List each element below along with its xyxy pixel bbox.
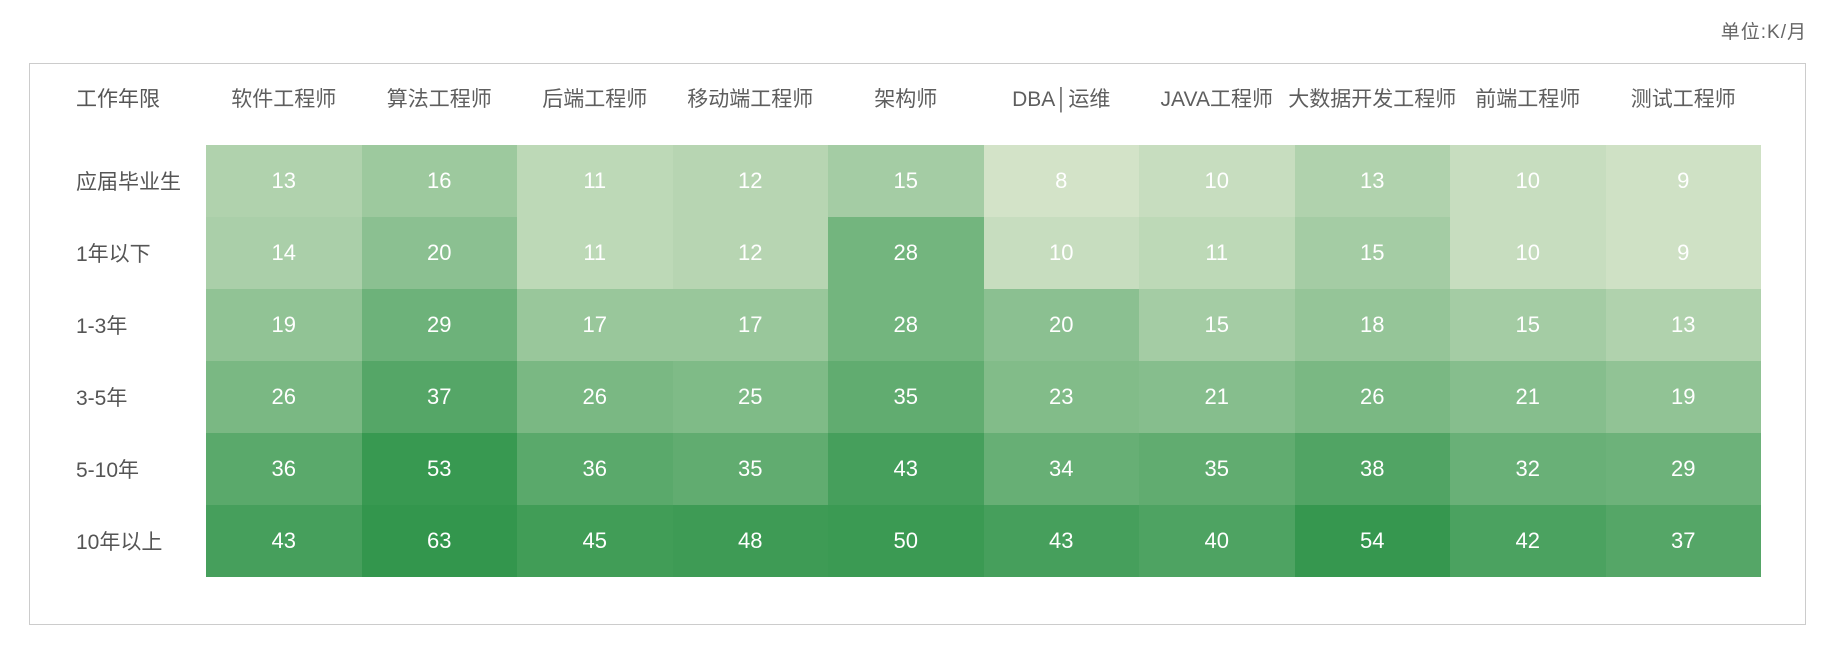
heatmap-cell: 29: [361, 289, 517, 361]
heatmap-cell: 17: [517, 289, 673, 361]
heatmap-cell: 28: [828, 289, 984, 361]
heatmap-cell: 42: [1450, 505, 1606, 577]
heatmap-cell: 43: [828, 433, 984, 505]
heatmap-cell: 36: [206, 433, 362, 505]
heatmap-cell: 15: [1294, 217, 1450, 289]
heatmap-cell: 63: [361, 505, 517, 577]
heatmap-cell: 10: [1450, 217, 1606, 289]
heatmap-cell: 53: [361, 433, 517, 505]
heatmap-cell: 9: [1605, 217, 1761, 289]
heatmap-cell: 11: [1139, 217, 1295, 289]
row-label-0: 应届毕业生: [76, 171, 181, 194]
heatmap-cell: 40: [1139, 505, 1295, 577]
column-header-3: 移动端工程师: [687, 87, 814, 111]
column-header-0: 软件工程师: [231, 87, 337, 111]
heatmap-cell: 29: [1605, 433, 1761, 505]
column-header-5: DBA│运维: [1012, 87, 1111, 111]
heatmap-cell: 32: [1450, 433, 1606, 505]
heatmap-cell: 13: [1605, 289, 1761, 361]
heatmap-cell: 9: [1605, 145, 1761, 217]
heatmap-cell: 13: [206, 145, 362, 217]
heatmap-cell: 18: [1294, 289, 1450, 361]
heatmap-cell: 20: [361, 217, 517, 289]
heatmap-panel: 工作年限 软件工程师 算法工程师 后端工程师 移动端工程师 架构师 DBA│运维 JAVA工…: [29, 63, 1806, 625]
row-label-3: 3-5年: [76, 387, 128, 410]
column-header-4: 架构师: [874, 87, 938, 111]
heatmap-cell: 45: [517, 505, 673, 577]
heatmap-cell: 23: [983, 361, 1139, 433]
heatmap-cell: 48: [672, 505, 828, 577]
heatmap-cell: 10: [983, 217, 1139, 289]
unit-label: 单位:K/月: [1720, 22, 1807, 43]
heatmap-cell: 12: [672, 145, 828, 217]
row-label-5: 10年以上: [76, 531, 163, 554]
heatmap-cell: 35: [672, 433, 828, 505]
heatmap-cell: 21: [1139, 361, 1295, 433]
column-header-7: 大数据开发工程师: [1288, 87, 1457, 111]
heatmap-cell: 26: [1294, 361, 1450, 433]
heatmap-cell: 10: [1450, 145, 1606, 217]
heatmap-cell: 13: [1294, 145, 1450, 217]
heatmap-cell: 15: [1450, 289, 1606, 361]
row-label-2: 1-3年: [76, 315, 128, 338]
heatmap-cell: 37: [361, 361, 517, 433]
heatmap-cell: 34: [983, 433, 1139, 505]
heatmap-cell: 19: [206, 289, 362, 361]
heatmap-cell: 28: [828, 217, 984, 289]
heatmap-cell: 35: [1139, 433, 1295, 505]
row-label-1: 1年以下: [76, 243, 151, 266]
heatmap-cell: 8: [983, 145, 1139, 217]
heatmap-cell: 35: [828, 361, 984, 433]
heatmap-cell: 43: [983, 505, 1139, 577]
heatmap-cell: 38: [1294, 433, 1450, 505]
heatmap-cell: 14: [206, 217, 362, 289]
heatmap-cell: 17: [672, 289, 828, 361]
heatmap-cell: 11: [517, 217, 673, 289]
heatmap-cell: 12: [672, 217, 828, 289]
heatmap-cell: 16: [361, 145, 517, 217]
row-label-4: 5-10年: [76, 459, 140, 482]
heatmap-cell: 54: [1294, 505, 1450, 577]
column-header-6: JAVA工程师: [1160, 87, 1273, 111]
heatmap-cell: 43: [206, 505, 362, 577]
heatmap-cell: 37: [1605, 505, 1761, 577]
heatmap-table: 工作年限 软件工程师 算法工程师 后端工程师 移动端工程师 架构师 DBA│运维 JAVA工…: [30, 64, 1761, 577]
heatmap-cell: 21: [1450, 361, 1606, 433]
heatmap-cell: 15: [1139, 289, 1295, 361]
heatmap-cell: 20: [983, 289, 1139, 361]
heatmap-cell: 26: [517, 361, 673, 433]
heatmap-cell: 50: [828, 505, 984, 577]
heatmap-cell: 36: [517, 433, 673, 505]
heatmap-cell: 25: [672, 361, 828, 433]
column-header-2: 后端工程师: [542, 87, 648, 111]
column-header-8: 前端工程师: [1475, 87, 1581, 111]
heatmap-cell: 11: [517, 145, 673, 217]
heatmap-cell: 10: [1139, 145, 1295, 217]
heatmap-cell: 15: [828, 145, 984, 217]
corner-header-label: 工作年限: [76, 87, 160, 111]
column-header-9: 测试工程师: [1630, 87, 1736, 111]
heatmap-cell: 19: [1605, 361, 1761, 433]
column-header-1: 算法工程师: [386, 87, 492, 111]
heatmap-cell: 26: [206, 361, 362, 433]
